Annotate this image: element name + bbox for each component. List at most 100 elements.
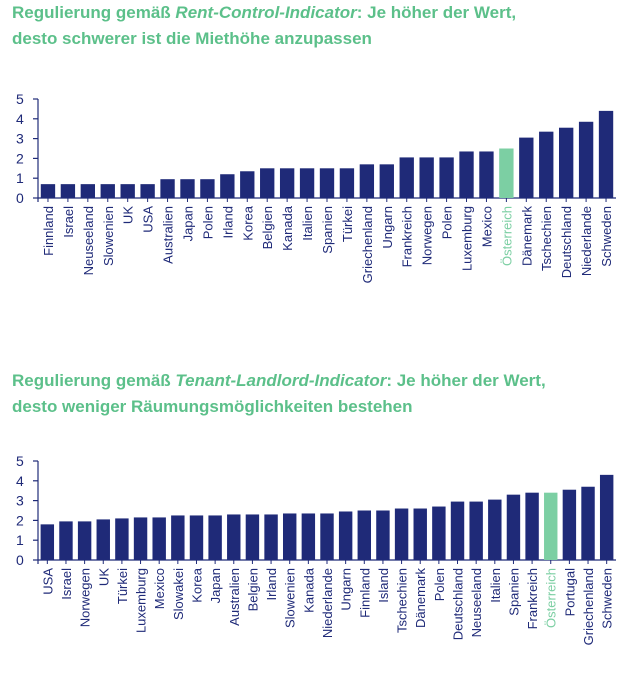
- x-tick-label: Tschechien: [395, 568, 410, 633]
- bar: [115, 518, 129, 560]
- bar: [245, 514, 260, 560]
- bar: [439, 157, 454, 198]
- x-tick-label: Portugal: [562, 568, 577, 617]
- rent-control-bar-chart: 0 1 2 3 4 5 Finnland Israel Neuseeland Slowenien U…: [16, 91, 616, 283]
- bar: [499, 148, 514, 198]
- bar: [488, 499, 502, 560]
- x-tick-label: Italien: [488, 568, 503, 603]
- bar: [208, 515, 222, 560]
- bar: [459, 151, 474, 198]
- x-tick-label: USA: [141, 206, 156, 233]
- bar: [506, 494, 521, 560]
- y-tick-label: 2: [16, 512, 24, 528]
- x-tick-label: Neuseeland: [469, 568, 484, 637]
- bar: [80, 184, 96, 198]
- chart-title-emphasis: Tenant-Landlord-Indicator: [175, 371, 387, 390]
- x-tick-label: Belgien: [260, 206, 275, 249]
- bar: [558, 127, 574, 198]
- x-tick-label: Deutschland: [559, 206, 574, 278]
- bar: [450, 501, 465, 560]
- x-tick-label: Dänemark: [519, 206, 534, 266]
- x-tick-label: Mexico: [152, 568, 167, 609]
- x-tick-label: Belgien: [245, 568, 260, 611]
- bar: [282, 513, 297, 560]
- x-tick-label: Österreich: [544, 568, 559, 628]
- bar: [357, 510, 372, 560]
- bar: [152, 517, 166, 560]
- chart-title-line2: desto weniger Räumungsmöglichkeiten best…: [12, 397, 413, 416]
- x-tick-label: Australien: [227, 568, 242, 626]
- x-tick-label: Neuseeland: [81, 206, 96, 275]
- bar: [469, 501, 483, 560]
- bar: [519, 137, 534, 198]
- x-tick-label: Italien: [300, 206, 315, 241]
- bar: [180, 179, 195, 198]
- bar: [525, 492, 539, 560]
- bar: [339, 168, 355, 198]
- bar: [359, 164, 375, 198]
- x-tick-label: Frankreich: [525, 568, 540, 629]
- y-tick-label: 0: [16, 552, 24, 568]
- bar: [562, 489, 577, 560]
- x-tick-label: Ungarn: [339, 568, 354, 611]
- bar: [299, 168, 315, 198]
- bar: [301, 513, 316, 560]
- x-tick-label: Spanien: [320, 206, 335, 254]
- bar: [40, 184, 56, 198]
- bar: [40, 524, 55, 560]
- bar: [96, 519, 110, 560]
- y-tick-label: 3: [16, 493, 24, 509]
- x-tick-label: Irland: [264, 568, 279, 601]
- bar: [539, 131, 554, 198]
- chart-title-emphasis: Rent-Control-Indicator: [175, 3, 357, 22]
- chart-title-tenant-landlord: Regulierung gemäß Tenant-Landlord-Indica…: [12, 368, 622, 420]
- x-tick-label: Island: [376, 568, 391, 603]
- x-tick-label: Korea: [189, 567, 204, 602]
- x-tick-label: Luxemburg: [460, 206, 475, 271]
- x-tick-label: Australien: [161, 206, 176, 264]
- y-tick-label: 5: [16, 453, 24, 469]
- y-tick-label: 3: [16, 131, 24, 147]
- bar: [220, 174, 235, 198]
- x-tick-label: Japan: [208, 568, 223, 603]
- x-tick-label: Israel: [59, 568, 74, 600]
- bar: [189, 515, 204, 560]
- bar: [413, 508, 427, 560]
- chart-title-rest: : Je höher der Wert,: [356, 3, 517, 22]
- chart-title-rest: : Je höher der Wert,: [386, 371, 546, 390]
- bar: [376, 510, 390, 560]
- chart-title-line2: desto schwerer ist die Miethöhe anzupass…: [12, 29, 372, 48]
- x-tick-label: Griechenland: [360, 206, 375, 283]
- x-tick-label: Mexico: [479, 206, 494, 247]
- y-tick-label: 4: [16, 473, 24, 489]
- y-tick-label: 5: [16, 91, 24, 107]
- x-tick-label: Slowenien: [101, 206, 116, 266]
- x-tick-label: Norwegen: [420, 206, 435, 265]
- bar: [77, 521, 92, 560]
- y-tick-label: 1: [16, 532, 24, 548]
- bar: [171, 515, 185, 560]
- bar: [419, 157, 434, 198]
- bar: [544, 492, 558, 560]
- bar: [133, 517, 148, 560]
- x-tick-label: USA: [40, 568, 55, 595]
- x-tick-label: Dänemark: [413, 568, 428, 628]
- bar: [432, 506, 446, 560]
- y-tick-label: 4: [16, 111, 24, 127]
- y-tick-label: 0: [16, 190, 24, 206]
- x-tick-label: Norwegen: [78, 568, 93, 627]
- tenant-landlord-bar-chart: 0 1 2 3 4 5 USA Israel Norwegen UK Türkei Luxemburg…: [16, 453, 616, 645]
- bar: [140, 184, 155, 198]
- x-tick-label: Luxemburg: [134, 568, 149, 633]
- x-tick-label: Österreich: [499, 206, 514, 266]
- bar: [200, 179, 215, 198]
- bar: [120, 184, 135, 198]
- bar: [160, 179, 175, 198]
- bar: [581, 486, 595, 560]
- x-tick-label: Schweden: [599, 206, 614, 267]
- x-tick-label: Finnland: [357, 568, 372, 618]
- x-tick-label: Polen: [440, 206, 455, 239]
- x-tick-label: Ungarn: [380, 206, 395, 249]
- x-tick-label: UK: [121, 206, 136, 224]
- bar: [338, 511, 353, 560]
